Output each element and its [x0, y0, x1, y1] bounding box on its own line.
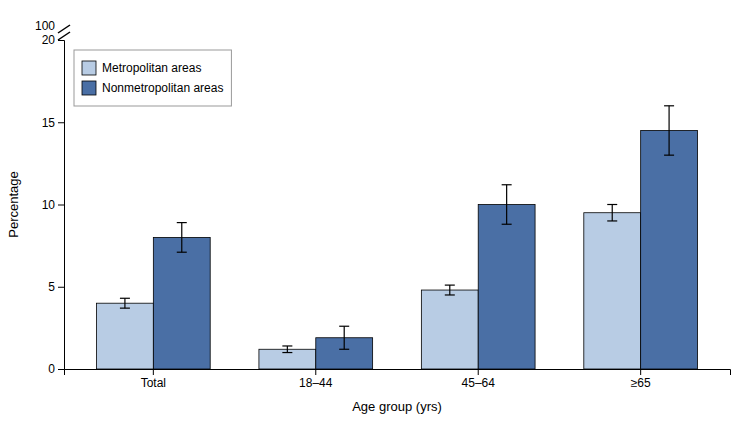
- x-tick-mark: [315, 369, 316, 375]
- error-bar-cap: [664, 105, 674, 106]
- bar: [96, 303, 153, 369]
- error-bar-cap: [664, 155, 674, 156]
- error-bar-cap: [607, 220, 617, 221]
- y-tick-mark: [58, 287, 64, 288]
- y-tick-mark: [58, 369, 64, 370]
- y-tick-label: 0: [48, 362, 55, 376]
- x-tick-mark: [153, 369, 154, 375]
- error-bar-cap: [502, 224, 512, 225]
- x-tick-label: 18–44: [299, 376, 333, 390]
- chart-container: Total 18–44 45–64 ≥65 0 5 10 15 20100 Metropolita…: [0, 0, 750, 423]
- y-tick-label: 20: [42, 33, 56, 47]
- x-tick-label: Total: [141, 376, 166, 390]
- x-tick: 18–44: [299, 369, 333, 390]
- error-bar: [339, 326, 349, 349]
- y-tick: 20: [42, 33, 64, 47]
- x-axis: Total 18–44 45–64 ≥65: [65, 369, 731, 390]
- error-bar-cap: [339, 349, 349, 350]
- y-axis-line: [58, 41, 65, 370]
- x-axis-line: [65, 370, 731, 376]
- y-tick-label: 15: [42, 116, 56, 130]
- legend-swatch: [82, 81, 96, 95]
- series: [96, 205, 640, 370]
- error-bar-line: [449, 285, 450, 295]
- error-bar: [177, 223, 187, 253]
- error-bar: [607, 205, 617, 221]
- y-axis-title: Percentage: [6, 171, 21, 238]
- bar: [584, 213, 641, 369]
- error-bar-line: [124, 298, 125, 308]
- error-bar-line: [668, 106, 669, 155]
- error-bar: [445, 285, 455, 295]
- plot: Total 18–44 45–64 ≥65 0 5 10 15 20100 Metropolita…: [35, 19, 731, 390]
- y-axis: 0 5 10 15 20: [42, 33, 65, 376]
- error-bar: [282, 346, 292, 353]
- error-bar-line: [344, 326, 345, 349]
- legend: Metropolitan areas Nonmetropolitan areas: [74, 50, 231, 106]
- x-tick-label: 45–64: [462, 376, 496, 390]
- annotation: 100: [35, 19, 55, 33]
- error-bar-cap: [282, 352, 292, 353]
- error-bar: [502, 185, 512, 224]
- series: [153, 106, 697, 369]
- error-bar-cap: [120, 308, 130, 309]
- error-bar-cap: [607, 204, 617, 205]
- y-tick: 10: [42, 198, 64, 212]
- y-tick-mark: [58, 122, 64, 123]
- bar: [478, 205, 535, 370]
- error-bar-line: [506, 185, 507, 224]
- y-tick-label: 5: [48, 280, 55, 294]
- error-bar-cap: [120, 298, 130, 299]
- legend-label: Metropolitan areas: [102, 61, 201, 75]
- legend-frame: [74, 50, 231, 106]
- x-axis-title: Age group (yrs): [352, 399, 442, 414]
- y-tick: 0: [48, 362, 64, 376]
- error-bar-cap: [177, 252, 187, 253]
- error-bar: [120, 298, 130, 308]
- x-tick-mark: [640, 369, 641, 375]
- x-tick-label: ≥65: [631, 376, 651, 390]
- x-tick: 45–64: [462, 369, 496, 390]
- error-bar: [664, 106, 674, 155]
- error-bar-cap: [445, 285, 455, 286]
- error-bar-cap: [502, 184, 512, 185]
- x-tick: ≥65: [631, 369, 651, 390]
- bar: [641, 130, 698, 369]
- y-tick: 5: [48, 280, 64, 294]
- axis-break: [58, 25, 70, 40]
- y-tick-label: 10: [42, 198, 56, 212]
- legend-swatch: [82, 61, 96, 75]
- error-bar-cap: [445, 294, 455, 295]
- error-bar-cap: [177, 222, 187, 223]
- error-bar-cap: [339, 326, 349, 327]
- error-bar-line: [287, 346, 288, 353]
- chart: Total 18–44 45–64 ≥65 0 5 10 15 20100 Metropolita…: [0, 0, 750, 423]
- bar: [259, 349, 316, 369]
- y-tick: 15: [42, 116, 64, 130]
- x-tick: Total: [141, 369, 166, 390]
- x-tick-mark: [478, 369, 479, 375]
- bar: [421, 290, 478, 369]
- axis-break-mark: [58, 32, 70, 40]
- y-tick-mark: [58, 205, 64, 206]
- legend-label: Nonmetropolitan areas: [102, 81, 223, 95]
- error-bar-line: [612, 205, 613, 221]
- axis-break-mark: [58, 25, 70, 33]
- bars: [96, 106, 697, 369]
- bar: [153, 237, 210, 369]
- error-bar-line: [181, 223, 182, 253]
- error-bar-cap: [282, 345, 292, 346]
